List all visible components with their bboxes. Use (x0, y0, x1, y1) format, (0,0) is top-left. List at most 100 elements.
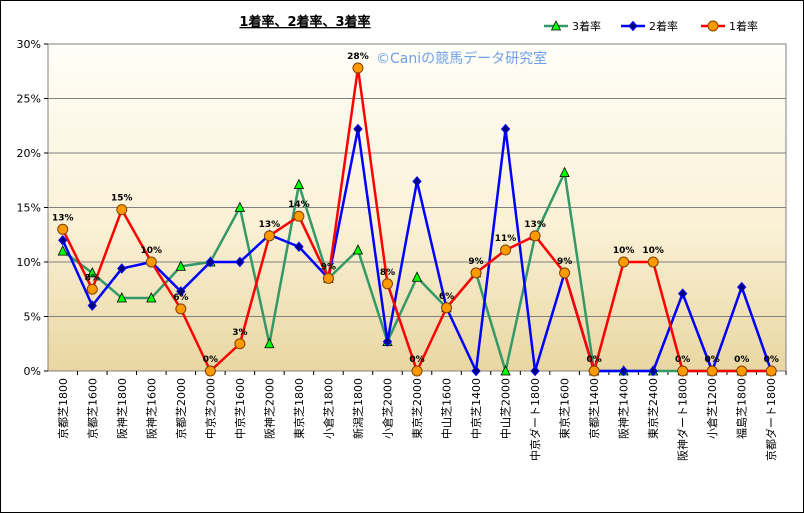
data-label: 15% (111, 194, 133, 204)
x-category-label: 中山芝1600 (441, 378, 454, 439)
data-label: 6% (173, 293, 188, 303)
diamond-marker (353, 123, 363, 135)
y-tick-label: 25% (17, 93, 41, 106)
x-category-label: 東京芝1600 (558, 378, 572, 439)
y-tick-label: 0% (24, 365, 41, 378)
x-category-label: 京都芝1600 (85, 378, 99, 439)
circle-marker (263, 230, 275, 242)
triangle-marker (559, 166, 570, 178)
x-category-label: 中京芝1400 (469, 378, 483, 439)
x-category-label: 福島芝1800 (735, 378, 749, 439)
data-label: 6% (439, 292, 454, 302)
circle-marker (500, 244, 512, 256)
triangle-marker (116, 292, 127, 303)
data-label: 3% (232, 328, 247, 338)
diamond-marker (412, 176, 422, 187)
diamond-marker (176, 286, 186, 297)
diamond-marker (471, 365, 481, 377)
x-category-label: 中京芝2000 (203, 378, 217, 439)
diamond-marker (678, 288, 688, 299)
y-tick-label: 30% (17, 38, 41, 51)
data-label: 10% (613, 246, 635, 256)
x-category-label: 京都ダート1800 (764, 378, 778, 461)
data-label: 8% (380, 268, 395, 278)
triangle-marker (87, 267, 98, 278)
gridlines (48, 98, 786, 317)
legend-triangle-marker (550, 20, 562, 31)
data-label: 13% (524, 220, 546, 230)
y-tick-label: 15% (17, 202, 41, 215)
data-label: 0% (675, 355, 690, 365)
x-axis-categories: 京都芝1800 京都芝1600 阪神芝1800 阪神芝1600 京都芝2000 中京芝20… (56, 371, 787, 461)
series-lines (57, 62, 777, 377)
data-label: 10% (642, 246, 664, 256)
data-label: 0% (409, 355, 424, 365)
diamond-marker (737, 281, 747, 293)
watermark-text: ©Caniの競馬データ研究室 (376, 50, 547, 67)
legend-label: 2着率 (649, 19, 678, 33)
data-label: 0% (705, 355, 720, 365)
x-category-label: 東京芝2400 (646, 378, 660, 439)
x-category-label: 中京ダート1800 (528, 378, 542, 461)
circle-marker (204, 365, 216, 377)
legend-label: 1着率 (729, 19, 758, 33)
circle-marker (588, 365, 600, 377)
circle-marker (765, 365, 777, 377)
circle-marker (293, 210, 305, 222)
y-tick-label: 20% (17, 147, 41, 160)
diamond-marker (235, 256, 245, 268)
triangle-marker (57, 245, 68, 256)
x-category-label: 新潟芝1800 (351, 378, 365, 439)
x-category-label: 小倉芝1800 (321, 378, 335, 439)
circle-marker (234, 338, 246, 350)
data-label: 0% (203, 355, 218, 365)
x-category-label: 阪神ダート1800 (676, 378, 690, 461)
diamond-marker (648, 365, 658, 377)
circle-marker (381, 278, 393, 290)
circle-marker (647, 256, 659, 268)
circle-marker (116, 204, 128, 216)
data-label: 13% (259, 220, 281, 230)
circle-marker (677, 365, 689, 377)
circle-marker (145, 256, 157, 268)
circle-marker (57, 223, 69, 235)
circle-marker (441, 302, 453, 314)
diamond-marker (58, 234, 68, 246)
circle-marker (529, 230, 541, 242)
circle-marker (618, 256, 630, 268)
legend-label: 3着率 (572, 19, 601, 33)
diamond-marker (382, 336, 393, 347)
diamond-marker (530, 365, 540, 377)
data-label: 9% (557, 257, 572, 267)
triangle-marker (175, 260, 186, 271)
diamond-marker (205, 256, 216, 268)
x-category-label: 東京芝1800 (292, 378, 306, 439)
x-category-label: 小倉芝1200 (705, 378, 719, 439)
x-category-label: 阪神芝1600 (144, 378, 158, 439)
triangle-marker (352, 244, 364, 255)
x-category-label: 京都芝1800 (56, 378, 70, 439)
x-category-label: 中山芝2000 (500, 378, 513, 439)
x-category-label: 阪神芝1400 (617, 378, 631, 439)
data-labels: 13% 8% 15% 10% 6% 0% 3% 13% 14% 9% 28% 8% 0% 6% 9% 11% 1… (52, 52, 779, 365)
data-label: 0% (586, 355, 601, 365)
x-category-label: 京都芝2000 (174, 378, 188, 439)
triangle-marker (264, 337, 275, 349)
data-label: 28% (347, 52, 369, 62)
diamond-marker (87, 300, 97, 311)
circle-marker (86, 283, 98, 295)
y-tick-label: 5% (24, 311, 41, 324)
y-axis-ticks: 0% 5% 10% 15% 20% 25% 30% (17, 38, 48, 378)
data-label: 0% (764, 355, 779, 365)
chart-title: 1着率、2着率、3着率 (239, 14, 370, 30)
data-label: 10% (141, 246, 163, 256)
data-label: 0% (734, 355, 749, 365)
triangle-marker (500, 365, 511, 376)
triangle-marker (293, 178, 305, 190)
data-label: 8% (85, 273, 100, 283)
circle-marker (470, 267, 482, 279)
data-label: 14% (288, 200, 310, 210)
circle-marker (411, 365, 423, 377)
